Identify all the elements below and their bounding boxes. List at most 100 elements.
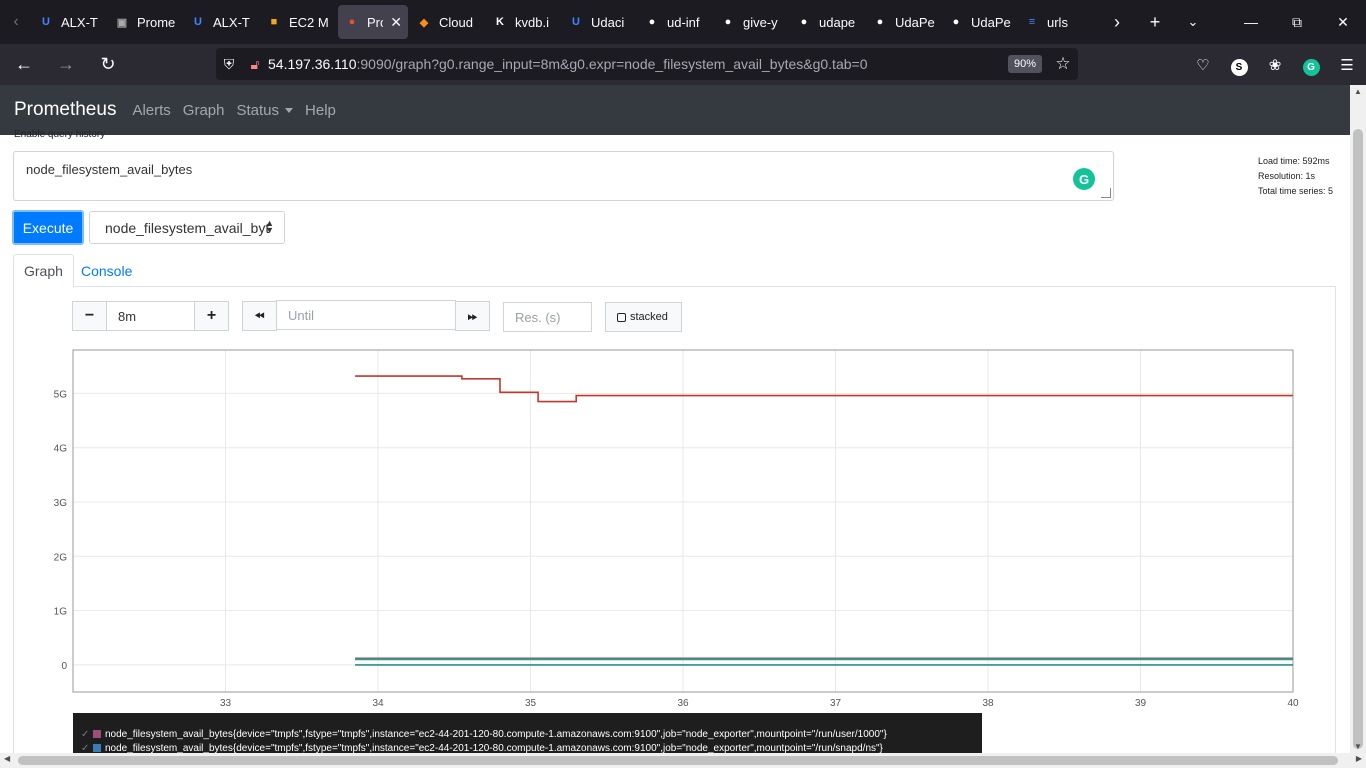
- github-icon: ●: [876, 16, 884, 28]
- horizontal-scrollbar[interactable]: ◀ ▶: [0, 753, 1366, 768]
- horizontal-scroll-thumb[interactable]: [18, 756, 1338, 765]
- github-icon: ●: [952, 16, 960, 28]
- udacity-icon: U: [42, 16, 50, 28]
- scroll-down-icon[interactable]: ▼: [1354, 742, 1362, 751]
- shield-icon[interactable]: ⛨: [223, 55, 235, 72]
- browser-tab[interactable]: ≡ urls: [1018, 0, 1094, 44]
- range-decrease-button[interactable]: −: [72, 301, 107, 331]
- menu-icon[interactable]: ☰: [1340, 57, 1354, 74]
- browser-tab-title: ud-inf: [667, 14, 700, 30]
- browser-tab-strip: ‹ U ALX-T ▣ Prome U ALX-T ■ EC2 M ● Pro ✕ ◆ Cloud Kkv…: [0, 0, 1366, 44]
- page-content: Prometheus Alerts Graph Status Help Enab…: [0, 85, 1350, 753]
- browser-tab[interactable]: ● UdaPe: [942, 0, 1018, 44]
- browser-tab[interactable]: ● ud-inf: [638, 0, 714, 44]
- tab-list-dropdown-icon[interactable]: ⌄: [1187, 14, 1199, 29]
- range-increase-button[interactable]: +: [194, 301, 229, 331]
- time-forward-button[interactable]: ⏩︎: [455, 301, 490, 331]
- zoom-badge[interactable]: 90%: [1007, 55, 1042, 73]
- browser-tab[interactable]: ● udape: [790, 0, 866, 44]
- checkbox-icon: [617, 312, 626, 322]
- nav-graph[interactable]: Graph: [182, 101, 225, 119]
- grammarly-icon[interactable]: G: [1073, 168, 1095, 190]
- url-text[interactable]: 54.197.36.110:9090/graph?g0.range_input=…: [268, 56, 1008, 72]
- browser-tab[interactable]: U ALX-T: [184, 0, 260, 44]
- page-icon: ▣: [116, 16, 128, 29]
- load-time: Load time: 592ms: [1258, 156, 1330, 166]
- browser-nav-bar: ← → ↻ ⛨ 🔓︎ 54.197.36.110:9090/graph?g0.r…: [0, 44, 1366, 85]
- expression-input[interactable]: node_filesystem_avail_bytes G: [13, 151, 1114, 201]
- browser-tab-title: Prome: [137, 14, 176, 30]
- resolution-input[interactable]: Res. (s): [503, 302, 592, 332]
- x-tick-label: 35: [525, 698, 537, 709]
- browser-tab-title: Cloud: [439, 14, 473, 30]
- y-tick-label: 2G: [54, 552, 68, 563]
- bookmark-star-icon[interactable]: ☆: [1055, 54, 1071, 73]
- x-tick-label: 37: [830, 698, 842, 709]
- nav-help[interactable]: Help: [305, 101, 336, 119]
- pocket-icon[interactable]: ♡: [1196, 57, 1210, 74]
- browser-tab-title: kvdb.i: [515, 14, 549, 30]
- result-tabs: Graph Console: [13, 254, 1336, 288]
- close-tab-icon[interactable]: ✕: [390, 13, 402, 30]
- total-time-series: Total time series: 5: [1258, 186, 1334, 196]
- legend-label: node_filesystem_avail_bytes{device="tmpf…: [105, 742, 883, 754]
- tab-graph[interactable]: Graph: [13, 254, 74, 288]
- browser-tab-title: Udaci: [591, 14, 625, 30]
- browser-tab[interactable]: ■ EC2 M: [260, 0, 336, 44]
- legend-swatch: [93, 744, 101, 752]
- metric-select[interactable]: node_filesystem_avail_byt ▲ ▼: [89, 211, 285, 244]
- aws-icon: ■: [270, 16, 278, 28]
- scroll-left-icon[interactable]: ◀: [4, 754, 11, 763]
- reload-icon[interactable]: ↻: [100, 54, 116, 74]
- vertical-scroll-thumb[interactable]: [1353, 129, 1363, 749]
- back-icon[interactable]: ←: [15, 54, 33, 74]
- legend-item[interactable]: ✓ node_filesystem_avail_bytes{device="tmp…: [73, 727, 982, 741]
- execute-button[interactable]: Execute: [12, 210, 84, 245]
- minimize-icon[interactable]: —: [1244, 13, 1258, 30]
- browser-tab[interactable]: ◆ Cloud: [410, 0, 486, 44]
- time-back-button[interactable]: ⏪︎: [242, 301, 277, 331]
- range-input[interactable]: 8m: [106, 301, 195, 331]
- vertical-scrollbar[interactable]: ▲ ▼: [1350, 85, 1366, 753]
- browser-tab[interactable]: U ALX-T: [32, 0, 108, 44]
- legend-item[interactable]: ✓ node_filesystem_avail_bytes{device="tmp…: [73, 741, 982, 754]
- chevron-down-icon: [285, 108, 294, 114]
- prometheus-icon: ●: [348, 16, 356, 28]
- query-history-checkbox[interactable]: Enable query history: [14, 129, 105, 140]
- prometheus-brand[interactable]: Prometheus: [14, 99, 117, 120]
- tab-console[interactable]: Console: [81, 262, 133, 279]
- forward-icon[interactable]: →: [57, 54, 75, 74]
- browser-tab-title: ALX-T: [61, 14, 98, 30]
- tab-scroll-right-icon[interactable]: ›: [1114, 11, 1120, 32]
- browser-tab[interactable]: U Udaci: [562, 0, 638, 44]
- stacked-toggle[interactable]: stacked: [605, 302, 682, 332]
- scroll-right-icon[interactable]: ▶: [1355, 754, 1362, 763]
- extension-s-icon[interactable]: S: [1226, 52, 1252, 78]
- browser-tab-title: Pro: [367, 14, 383, 30]
- nav-alerts[interactable]: Alerts: [132, 101, 171, 119]
- insecure-lock-icon[interactable]: 🔓︎: [250, 55, 260, 72]
- until-input[interactable]: Until: [276, 300, 456, 330]
- url-bar[interactable]: ⛨ 🔓︎ 54.197.36.110:9090/graph?g0.range_i…: [216, 48, 1078, 80]
- x-tick-label: 36: [677, 698, 689, 709]
- browser-tab[interactable]: ▣ Prome: [108, 0, 184, 44]
- nav-status[interactable]: Status: [237, 102, 294, 119]
- extension-paw-icon[interactable]: ❀: [1268, 57, 1282, 74]
- graph-legend: ✓ node_filesystem_avail_bytes{device="tmp…: [73, 713, 982, 753]
- grammarly-extension-icon[interactable]: G: [1298, 52, 1324, 78]
- x-tick-label: 33: [220, 698, 232, 709]
- browser-tab[interactable]: ● UdaPe: [866, 0, 942, 44]
- browser-tab[interactable]: ● give-y: [714, 0, 790, 44]
- x-tick-label: 40: [1287, 698, 1299, 709]
- browser-tab[interactable]: ● Pro ✕: [338, 5, 408, 39]
- scroll-up-icon[interactable]: ▲: [1354, 87, 1362, 96]
- close-window-icon[interactable]: ✕: [1337, 13, 1349, 30]
- graph-chart[interactable]: 0 1G 2G 3G 4G 5G 33 34 35 36 37 38 39 40: [52, 343, 1312, 715]
- resize-handle-icon[interactable]: [1101, 188, 1111, 198]
- restore-icon[interactable]: ⧉: [1292, 13, 1302, 30]
- tab-scroll-left-icon[interactable]: ‹: [13, 13, 19, 30]
- expression-text: node_filesystem_avail_bytes: [26, 162, 193, 177]
- check-icon: ✓: [81, 742, 90, 754]
- new-tab-icon[interactable]: +: [1149, 11, 1161, 32]
